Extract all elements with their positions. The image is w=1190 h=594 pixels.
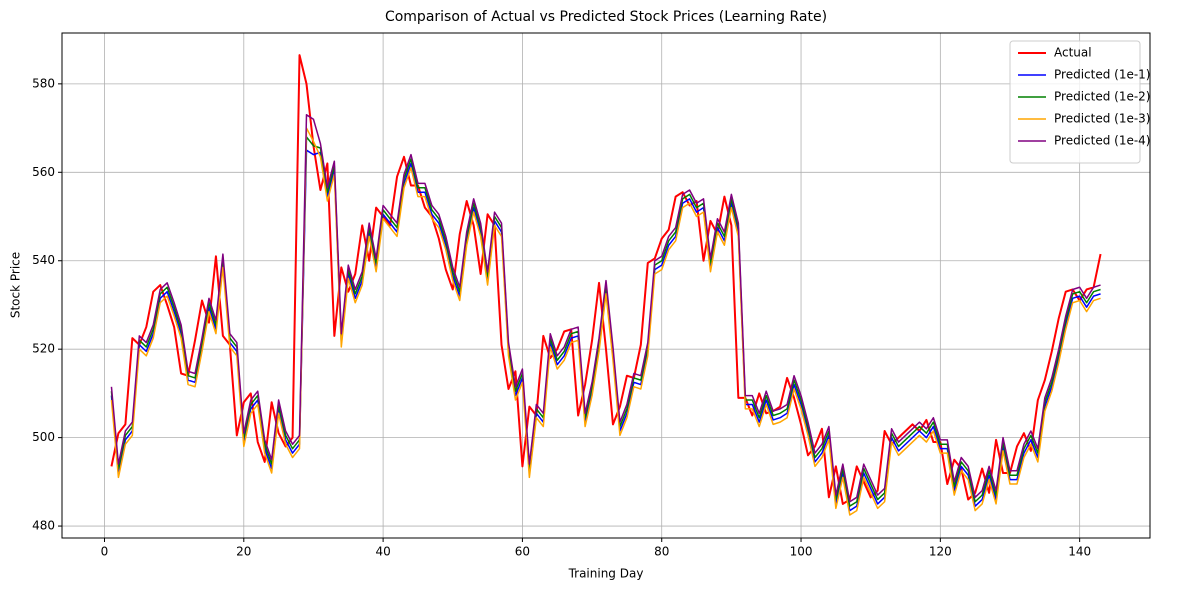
legend-label: Predicted (1e-2) — [1054, 90, 1151, 104]
legend-label: Predicted (1e-4) — [1054, 134, 1151, 148]
x-tick-label: 40 — [375, 545, 390, 559]
x-axis-label: Training Day — [568, 567, 644, 581]
x-tick-label: 60 — [515, 545, 530, 559]
legend-box — [1009, 40, 1141, 164]
y-tick-label: 480 — [32, 519, 55, 533]
y-tick-label: 580 — [32, 76, 55, 90]
chart-title: Comparison of Actual vs Predicted Stock … — [385, 9, 827, 25]
y-tick-label: 540 — [32, 253, 55, 267]
legend-label: Actual — [1054, 46, 1092, 60]
x-tick-label: 80 — [654, 545, 669, 559]
x-tick-label: 100 — [790, 545, 813, 559]
x-tick-label: 20 — [236, 545, 251, 559]
legend: Actual Predicted (1e-1) Predicted (1e-2) Pr… — [1009, 40, 1151, 164]
legend-label: Predicted (1e-3) — [1054, 112, 1151, 126]
series-line — [110, 114, 1101, 503]
x-tick-label: 0 — [101, 545, 109, 559]
legend-label: Predicted (1e-1) — [1054, 68, 1151, 82]
y-tick-label: 560 — [32, 165, 55, 179]
y-tick-label: 520 — [32, 342, 55, 356]
series-line — [110, 127, 1101, 516]
y-axis-label: Stock Price — [9, 252, 23, 318]
x-tick-label: 140 — [1068, 545, 1091, 559]
x-tick-label: 120 — [929, 545, 952, 559]
axes-frame — [61, 32, 1151, 539]
y-tick-label: 500 — [32, 430, 55, 444]
